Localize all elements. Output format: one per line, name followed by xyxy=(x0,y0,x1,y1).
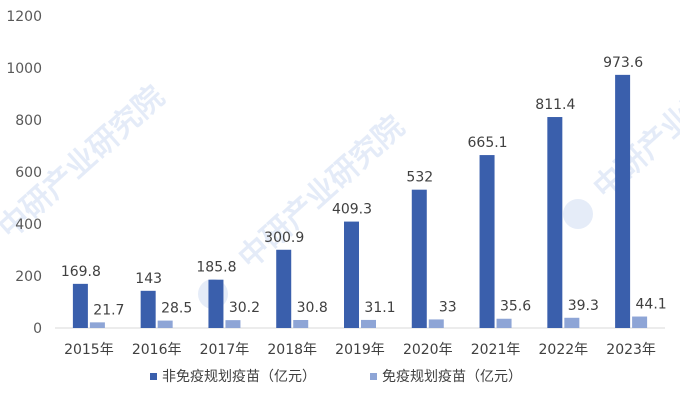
y-tick-label: 200 xyxy=(15,269,42,285)
watermark-text-center: 中研产业研究院 xyxy=(232,109,411,276)
x-tick-label: 2023年 xyxy=(606,342,656,358)
legend-label: 非免疫规划疫苗（亿元） xyxy=(162,369,316,385)
bar-non-nip xyxy=(615,74,631,328)
x-tick-label: 2016年 xyxy=(132,342,182,358)
watermark-center: 中研产业研究院 xyxy=(232,109,411,276)
data-label: 665.1 xyxy=(468,135,508,151)
data-label: 811.4 xyxy=(535,97,575,113)
legend: 非免疫规划疫苗（亿元） 免疫规划疫苗（亿元） xyxy=(150,369,522,385)
x-tick-label: 2015年 xyxy=(64,342,114,358)
bar-nip xyxy=(225,320,241,328)
data-label: 532 xyxy=(406,170,433,186)
watermark-layer: 中研产业研究院 中研产业研究院 中研产业研究院 xyxy=(0,39,680,309)
legend-swatch xyxy=(150,373,157,380)
x-axis-ticks: 2015年 2016年 2017年 2018年 2019年 2020年 2021年 2022年… xyxy=(64,342,656,358)
bar-non-nip xyxy=(72,283,88,328)
data-label: 169.8 xyxy=(61,264,101,280)
bar-non-nip xyxy=(140,290,156,328)
data-label: 28.5 xyxy=(161,301,192,317)
data-label: 31.1 xyxy=(364,300,395,316)
bars-layer: 169.8 21.7 143 28.5 185.8 30.2 300.9 30.8 409.3 3… xyxy=(61,55,667,328)
data-label: 35.6 xyxy=(500,299,531,315)
data-label: 33 xyxy=(439,299,457,315)
data-label: 30.8 xyxy=(297,300,328,316)
bar-nip xyxy=(496,318,512,328)
legend-label: 免疫规划疫苗（亿元） xyxy=(382,369,522,385)
bar-nip xyxy=(293,319,309,328)
bar-non-nip xyxy=(276,249,292,328)
legend-swatch xyxy=(370,373,377,380)
data-label: 300.9 xyxy=(264,230,304,246)
x-tick-label: 2017年 xyxy=(200,342,250,358)
bar-non-nip xyxy=(547,117,563,328)
bar-nip xyxy=(564,317,580,328)
data-label: 185.8 xyxy=(196,260,236,276)
data-label: 44.1 xyxy=(636,297,667,313)
y-tick-label: 600 xyxy=(15,165,42,181)
bar-non-nip xyxy=(411,189,427,328)
data-label: 409.3 xyxy=(332,202,372,218)
data-label: 973.6 xyxy=(603,55,643,71)
y-tick-label: 1000 xyxy=(6,61,42,77)
y-tick-label: 0 xyxy=(33,321,42,337)
bar-non-nip xyxy=(208,279,224,328)
y-tick-label: 400 xyxy=(15,217,42,233)
bar-nip xyxy=(361,319,376,328)
data-label: 39.3 xyxy=(568,298,599,314)
data-label: 143 xyxy=(135,271,162,287)
y-tick-label: 800 xyxy=(15,113,42,129)
x-tick-label: 2022年 xyxy=(539,342,589,358)
x-tick-label: 2021年 xyxy=(471,342,521,358)
watermark-logo-icon xyxy=(563,199,593,229)
data-label: 21.7 xyxy=(93,302,124,318)
bar-non-nip xyxy=(479,155,495,328)
bar-nip xyxy=(428,319,444,328)
x-tick-label: 2019年 xyxy=(335,342,385,358)
x-tick-label: 2020年 xyxy=(403,342,453,358)
bar-nip xyxy=(632,316,648,328)
bar-non-nip xyxy=(344,221,359,328)
bar-nip xyxy=(157,320,173,328)
y-tick-label: 1200 xyxy=(6,9,42,25)
data-label: 30.2 xyxy=(229,300,260,316)
y-axis-ticks: 0 200 400 600 800 1000 1200 xyxy=(6,9,42,337)
x-tick-label: 2018年 xyxy=(267,342,317,358)
bar-nip xyxy=(89,322,105,328)
